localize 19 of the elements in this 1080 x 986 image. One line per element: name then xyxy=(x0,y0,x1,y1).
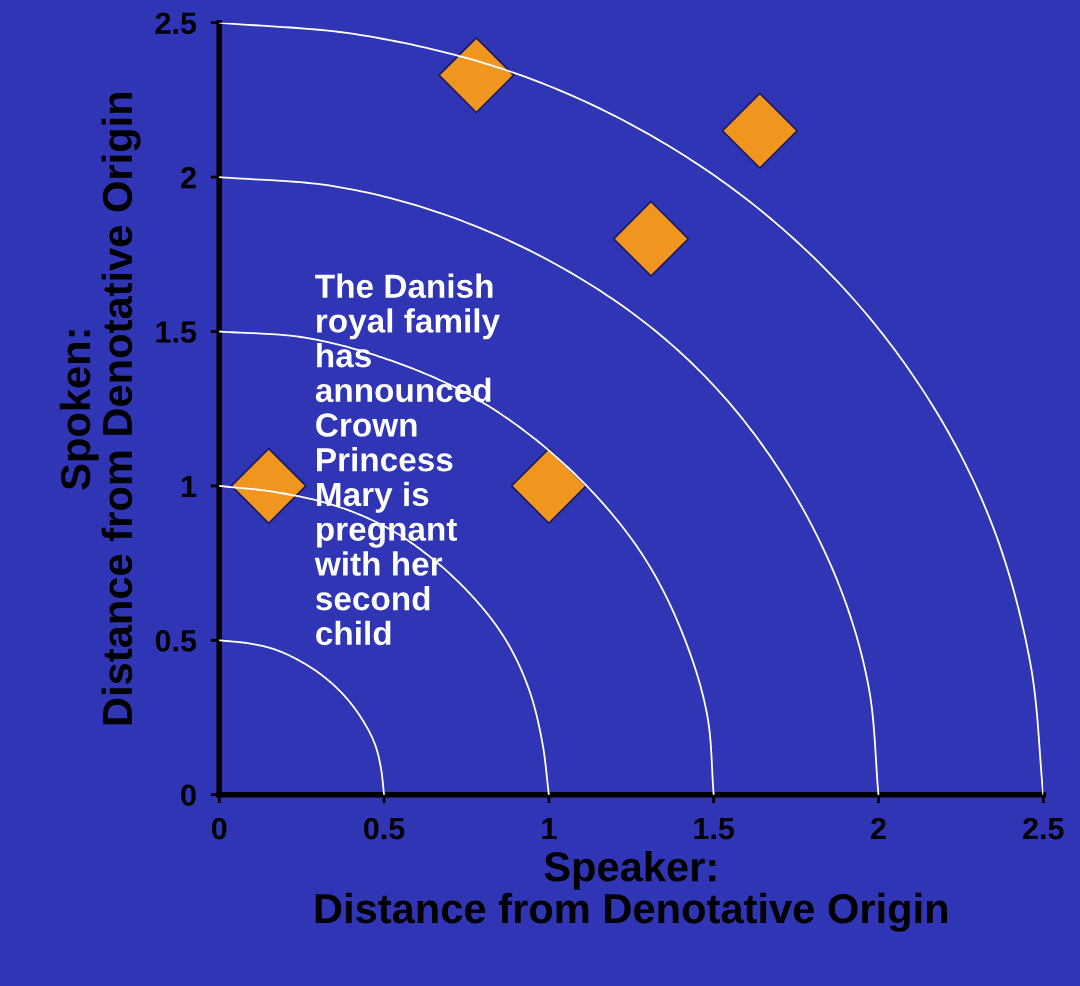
point xyxy=(721,92,798,169)
x-tick-label: 0.5 xyxy=(364,817,405,840)
y-tick-label: 1 xyxy=(181,475,197,497)
x-tick-label: 1 xyxy=(542,818,557,840)
y-axis-title: Spoken: Distance from Denotative Origin xyxy=(59,92,141,725)
point xyxy=(510,447,588,525)
x-tick-label: 0 xyxy=(211,817,227,840)
x-axis-title: Speaker: Distance from Denotative Origin xyxy=(315,850,948,932)
x-tick-label: 2.5 xyxy=(1023,817,1064,840)
y-tick-label: 2.5 xyxy=(155,12,197,35)
x-tick-label: 2 xyxy=(871,817,886,840)
point xyxy=(612,200,690,278)
y-tick-label: 0.5 xyxy=(155,630,197,652)
y-tick-label: 1.5 xyxy=(156,321,197,343)
y-tick-label: 2 xyxy=(181,166,196,189)
point xyxy=(438,37,515,114)
x-tick-label: 1.5 xyxy=(694,818,735,840)
point xyxy=(230,447,307,525)
y-tick-label: 0 xyxy=(181,784,196,807)
